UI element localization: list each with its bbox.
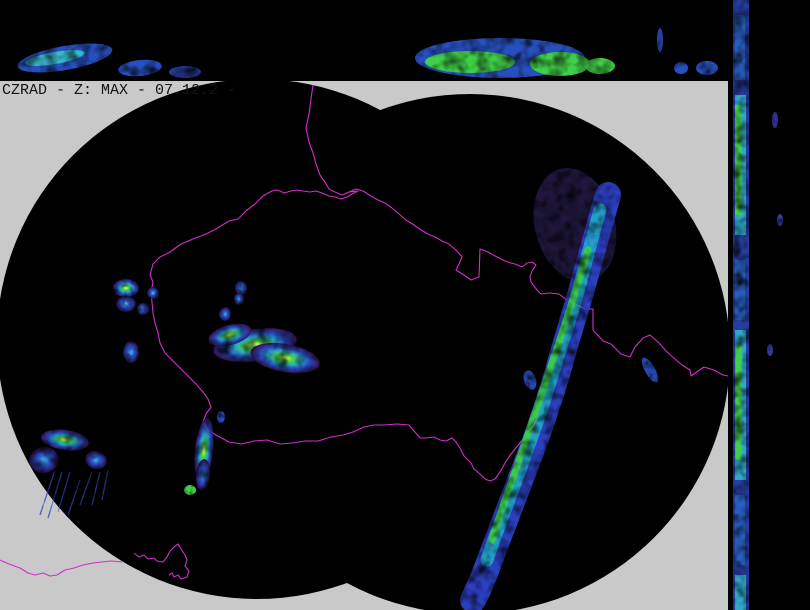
svg-text:CZRAD - Z: MAX - 07.12.2 -: CZRAD - Z: MAX - 07.12.2 -: [2, 82, 236, 99]
